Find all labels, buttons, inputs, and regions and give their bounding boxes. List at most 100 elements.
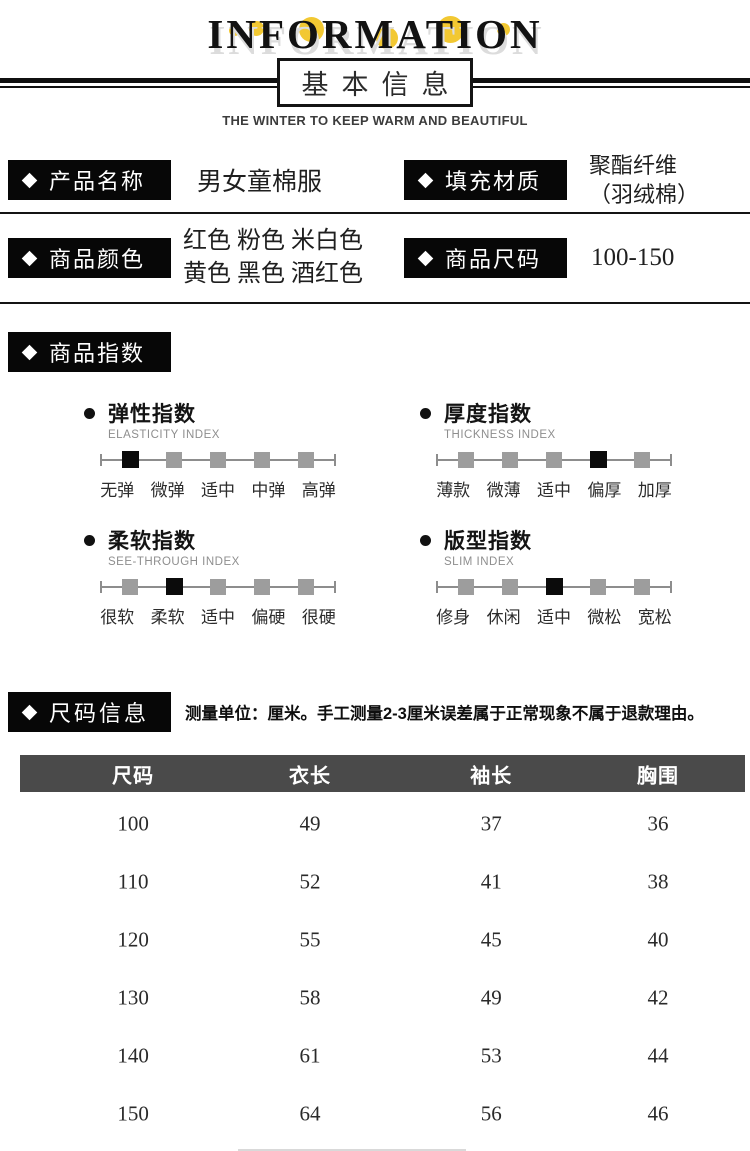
cell-chest: 38 — [647, 869, 669, 894]
cell-length: 58 — [299, 985, 321, 1010]
fit-index-block: 版型指数 SLIM INDEX 修身 休闲 适中 微松 宽松 — [375, 525, 750, 628]
scale-label: 中弹 — [251, 481, 286, 500]
bullet-icon — [84, 534, 95, 546]
accent-dot-icon — [229, 25, 240, 36]
product-name-field: 产品名称 男女童棉服 — [0, 148, 375, 212]
accent-dot-icon — [376, 27, 398, 49]
scale-marker — [165, 578, 183, 595]
scale-marker — [546, 452, 562, 468]
scale-label: 高弹 — [301, 481, 336, 500]
scale-marker — [298, 452, 314, 468]
fit-scale — [436, 578, 672, 596]
size-table: 尺码 衣长 袖长 胸围 100 49 37 36 110 52 41 38 12… — [0, 755, 750, 1143]
scale-label: 适中 — [536, 608, 571, 627]
fill-material-label: 填充材质 — [404, 160, 567, 200]
scale-labels: 很软 柔软 适中 偏硬 很硬 — [92, 603, 344, 628]
softness-index-block: 柔软指数 SEE-THROUGH INDEX 很软 柔软 适中 偏硬 很硬 — [0, 525, 375, 628]
scale-label: 柔软 — [150, 608, 185, 627]
column-header-sleeve: 袖长 — [470, 765, 513, 787]
scale-label: 适中 — [536, 481, 571, 500]
accent-dot-icon — [437, 16, 464, 43]
index-subtitle: SEE-THROUGH INDEX — [108, 556, 240, 568]
table-row: 120 55 45 40 — [20, 911, 745, 969]
bullet-icon — [420, 407, 431, 419]
softness-scale — [100, 578, 336, 596]
product-index-grid: 弹性指数 ELASTICITY INDEX 无弹 微弹 适中 中弹 高弹 厚度指… — [0, 398, 750, 628]
cell-length: 61 — [299, 1043, 321, 1068]
bullet-icon — [420, 534, 431, 546]
scale-marker — [634, 452, 650, 468]
table-row: 110 52 41 38 — [20, 853, 745, 911]
info-row: 商品颜色 红色 粉色 米白色 黄色 黑色 酒红色 商品尺码 100-150 — [0, 214, 750, 304]
label-text: 填充材质 — [445, 169, 542, 194]
cell-sleeve: 53 — [480, 1043, 502, 1068]
cell-sleeve: 37 — [480, 811, 502, 836]
section-title-basic-info: 基本信息 — [277, 58, 473, 107]
scale-marker — [502, 452, 518, 468]
cell-sleeve: 45 — [480, 927, 502, 952]
diamond-icon — [21, 250, 38, 266]
page-subtitle: THE WINTER TO KEEP WARM AND BEAUTIFUL — [222, 113, 528, 128]
scale-marker — [122, 579, 138, 595]
product-index-header: 商品指数 — [8, 332, 171, 372]
cell-size: 120 — [117, 927, 149, 952]
table-row: 100 49 37 36 — [20, 795, 745, 853]
elasticity-index-block: 弹性指数 ELASTICITY INDEX 无弹 微弹 适中 中弹 高弹 — [0, 398, 375, 501]
diamond-icon — [417, 250, 434, 266]
scale-label: 适中 — [200, 608, 235, 627]
index-title: 弹性指数 — [108, 403, 196, 426]
scale-marker — [254, 452, 270, 468]
cell-sleeve: 56 — [480, 1101, 502, 1126]
label-text: 产品名称 — [49, 169, 146, 194]
scale-label: 休闲 — [486, 608, 521, 627]
diamond-icon — [21, 704, 38, 720]
scale-label: 很软 — [100, 608, 135, 627]
label-text: 商品指数 — [49, 341, 146, 366]
scale-label: 偏硬 — [251, 608, 286, 627]
scale-label: 适中 — [200, 481, 235, 500]
cell-chest: 44 — [647, 1043, 669, 1068]
scale-label: 偏厚 — [587, 481, 622, 500]
scale-label: 修身 — [436, 608, 471, 627]
bullet-icon — [84, 407, 95, 419]
product-colors-field: 商品颜色 红色 粉色 米白色 黄色 黑色 酒红色 — [0, 214, 375, 302]
column-header-size: 尺码 — [112, 765, 155, 787]
cell-sleeve: 41 — [480, 869, 502, 894]
fill-material-field: 填充材质 聚酯纤维 （羽绒棉） — [375, 148, 750, 212]
column-header-chest: 胸围 — [637, 765, 679, 787]
size-info-header: 尺码信息 测量单位：厘米。手工测量2-3厘米误差属于正常现象不属于退款理由。 — [0, 692, 750, 732]
product-size-value: 100-150 — [591, 244, 675, 271]
index-title: 厚度指数 — [444, 403, 532, 426]
index-title: 版型指数 — [444, 530, 532, 553]
scale-labels: 修身 休闲 适中 微松 宽松 — [428, 603, 680, 628]
label-text: 商品尺码 — [445, 247, 542, 272]
column-header-length: 衣长 — [289, 765, 331, 787]
table-row: 140 61 53 44 — [20, 1027, 745, 1085]
page-header: INFORMATION 基本信息 THE WINTER TO KEEP WARM… — [0, 0, 750, 140]
cell-size: 110 — [117, 869, 149, 894]
size-table-body: 100 49 37 36 110 52 41 38 120 55 45 40 1… — [0, 795, 750, 1143]
scale-labels: 无弹 微弹 适中 中弹 高弹 — [92, 476, 344, 501]
accent-dot-icon — [249, 21, 264, 36]
label-text: 商品颜色 — [49, 247, 146, 272]
scale-marker — [589, 451, 607, 468]
index-subtitle: THICKNESS INDEX — [444, 429, 556, 441]
size-info-label: 尺码信息 — [8, 692, 171, 732]
cell-chest: 42 — [647, 985, 669, 1010]
cell-chest: 36 — [647, 811, 669, 836]
scale-labels: 薄款 微薄 适中 偏厚 加厚 — [428, 476, 680, 501]
scale-label: 无弹 — [100, 481, 135, 500]
diamond-icon — [21, 172, 38, 188]
elasticity-scale — [100, 451, 336, 469]
index-title: 柔软指数 — [108, 530, 196, 553]
cell-size: 130 — [117, 985, 149, 1010]
product-size-field: 商品尺码 100-150 — [375, 214, 750, 302]
cell-size: 150 — [117, 1101, 149, 1126]
basic-info-section: 产品名称 男女童棉服 填充材质 聚酯纤维 （羽绒棉） 商品颜色 红色 粉色 米白… — [0, 148, 750, 304]
table-row: 130 58 49 42 — [20, 969, 745, 1027]
product-name-value: 男女童棉服 — [197, 169, 323, 196]
index-subtitle: ELASTICITY INDEX — [108, 429, 220, 441]
diamond-icon — [21, 344, 38, 360]
scale-label: 宽松 — [637, 608, 672, 627]
value-line: 聚酯纤维 — [589, 153, 678, 178]
